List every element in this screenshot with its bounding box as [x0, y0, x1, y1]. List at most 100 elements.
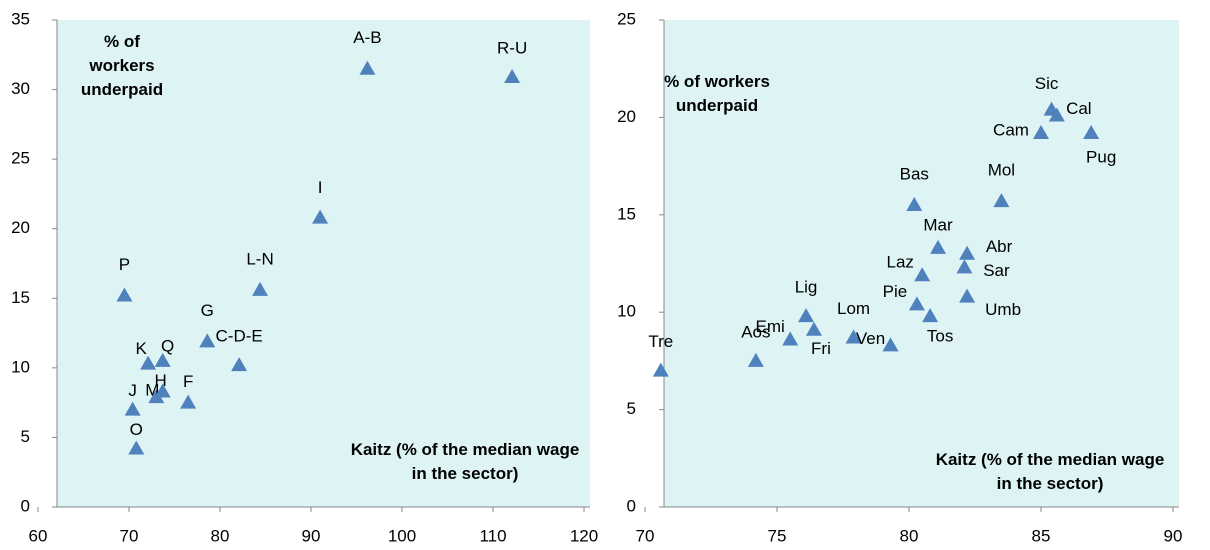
- point: [959, 245, 976, 260]
- point: [359, 60, 376, 75]
- x-tick-label: 70: [636, 526, 655, 545]
- point: [128, 440, 145, 455]
- point-label: Tos: [927, 327, 953, 346]
- point: [906, 197, 923, 212]
- point-label: Abr: [986, 237, 1013, 256]
- y-tick-label: 5: [627, 399, 636, 418]
- y-tick-label: 20: [617, 107, 636, 126]
- point: [959, 288, 976, 303]
- point: [231, 357, 248, 372]
- y-axis-title: % of workers underpaid: [664, 72, 770, 115]
- x-tick-label: 80: [211, 526, 230, 545]
- y-tick-label: 35: [11, 9, 30, 28]
- x-tick-label: 70: [120, 526, 139, 545]
- point: [914, 267, 931, 282]
- y-tick-label: 25: [11, 149, 30, 168]
- point: [908, 296, 925, 311]
- x-tick-label: 100: [388, 526, 416, 545]
- point-label: F: [183, 372, 193, 391]
- point-label: Pie: [883, 282, 908, 301]
- point-label: Bas: [900, 165, 929, 184]
- point-label: Cal: [1066, 99, 1092, 118]
- point: [312, 209, 329, 224]
- point: [747, 352, 764, 367]
- point: [252, 281, 269, 296]
- point-label: R-U: [497, 39, 527, 58]
- point-label: L-N: [246, 249, 273, 268]
- point-label: K: [135, 339, 147, 358]
- point-label: Pug: [1086, 147, 1116, 166]
- point: [805, 321, 822, 336]
- point: [180, 394, 197, 409]
- point: [882, 337, 899, 352]
- x-tick-label: 110: [479, 526, 506, 545]
- point-label: Cam: [993, 120, 1029, 139]
- point: [922, 308, 939, 323]
- point: [1048, 107, 1065, 122]
- x-tick-label: 60: [29, 526, 48, 545]
- x-tick-label: 90: [302, 526, 321, 545]
- point-label: Q: [161, 336, 174, 355]
- point-label: Emi: [756, 317, 785, 336]
- y-tick-label: 15: [617, 204, 636, 223]
- point-label: H: [155, 371, 167, 390]
- y-tick-label: 5: [21, 427, 30, 446]
- point-label: Sic: [1035, 74, 1059, 93]
- point: [140, 355, 157, 370]
- y-tick-label: 15: [11, 288, 30, 307]
- point: [154, 383, 171, 398]
- point-label: P: [119, 255, 130, 274]
- point: [154, 352, 171, 367]
- point-label: Lom: [837, 299, 870, 318]
- point-label: Aos: [741, 322, 770, 341]
- point-label: O: [130, 420, 143, 439]
- point: [116, 287, 133, 302]
- point: [782, 331, 799, 346]
- point: [1033, 124, 1049, 139]
- point-label: J: [128, 381, 137, 400]
- point: [930, 239, 947, 254]
- point-label: Ven: [856, 329, 885, 348]
- x-tick-label: 90: [1164, 526, 1183, 545]
- point-label: M: [145, 381, 159, 400]
- y-tick-label: 0: [21, 496, 30, 515]
- point: [956, 259, 973, 274]
- y-tick-label: 10: [11, 357, 30, 376]
- point-label: Laz: [886, 253, 913, 272]
- x-tick-label: 120: [570, 526, 598, 545]
- y-axis-title: % of workers underpaid: [80, 32, 164, 99]
- point: [798, 308, 815, 323]
- point: [993, 193, 1010, 208]
- point: [845, 329, 862, 344]
- point-label: I: [318, 178, 323, 197]
- y-tick-label: 0: [627, 496, 636, 515]
- point-label: Fri: [811, 339, 831, 358]
- point-label: Mar: [923, 215, 953, 234]
- point-label: A-B: [353, 28, 381, 47]
- point: [1083, 124, 1100, 139]
- point-label: Tre: [648, 332, 673, 351]
- x-axis-title: Kaitz (% of the median wage in the secto…: [350, 440, 580, 483]
- point-label: Lig: [795, 278, 818, 297]
- plot-area: [664, 20, 1179, 507]
- point-label: C-D-E: [216, 327, 263, 346]
- x-axis-title: Kaitz (% of the median wage in the secto…: [935, 450, 1165, 493]
- y-tick-label: 20: [11, 218, 30, 237]
- point-label: Sar: [983, 261, 1010, 280]
- x-tick-label: 75: [768, 526, 787, 545]
- y-tick-label: 25: [617, 9, 636, 28]
- x-tick-label: 80: [900, 526, 919, 545]
- point: [652, 362, 669, 377]
- point-label: G: [201, 301, 214, 320]
- x-tick-label: 85: [1032, 526, 1051, 545]
- y-tick-label: 10: [617, 302, 636, 321]
- y-tick-label: 30: [11, 79, 30, 98]
- point: [199, 333, 216, 348]
- point: [124, 401, 141, 416]
- point: [504, 69, 521, 84]
- plot-area: [57, 20, 590, 507]
- point-label: Mol: [988, 161, 1015, 180]
- point-label: Umb: [985, 300, 1021, 319]
